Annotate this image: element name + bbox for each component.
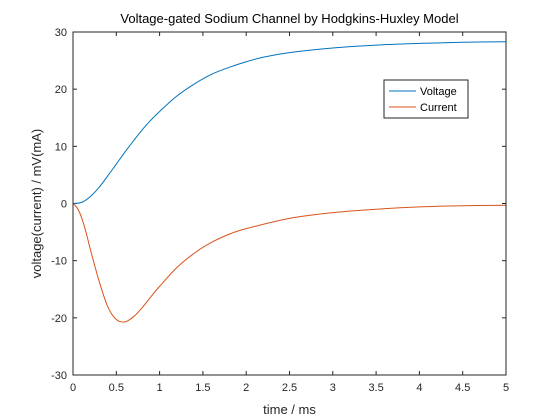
plot-box	[72, 31, 507, 376]
y-tick-label: -30	[51, 370, 67, 382]
y-axis-label: voltage(current) / mV(mA)	[29, 129, 44, 279]
y-tick-label: 20	[55, 84, 67, 96]
legend-label-voltage: Voltage	[420, 86, 457, 98]
axis-ticks: 0 0.5 1 1.5 2 2.5 3 3.5 4 4.5 5 30 20 10 0 -10 -20 -30	[51, 27, 509, 394]
y-tick-label: -10	[51, 256, 67, 268]
x-axis-label: time / ms	[263, 402, 316, 417]
legend: Voltage Current	[383, 79, 469, 119]
y-tick-label: 0	[61, 199, 67, 211]
series-lines	[72, 41, 507, 323]
y-tick-label: 10	[55, 141, 67, 153]
chart-title: Voltage-gated Sodium Channel by Hodgkins…	[120, 11, 458, 26]
x-tick-label: 3	[330, 382, 336, 394]
series-line-voltage	[72, 41, 507, 204]
x-tick-label: 2	[243, 382, 249, 394]
x-tick-label: 0.5	[109, 382, 124, 394]
x-tick-label: 2.5	[282, 382, 297, 394]
x-tick-label: 4.5	[455, 382, 470, 394]
x-tick-label: 1.5	[195, 382, 210, 394]
series-line-current	[72, 203, 507, 323]
x-tick-label: 3.5	[368, 382, 383, 394]
x-tick-label: 0	[70, 382, 76, 394]
x-tick-label: 5	[503, 382, 509, 394]
x-tick-label: 4	[416, 382, 422, 394]
x-tick-label: 1	[157, 382, 163, 394]
y-tick-label: -20	[51, 313, 67, 325]
legend-label-current: Current	[420, 102, 457, 114]
legend-box	[383, 79, 469, 119]
y-tick-label: 30	[55, 27, 67, 39]
